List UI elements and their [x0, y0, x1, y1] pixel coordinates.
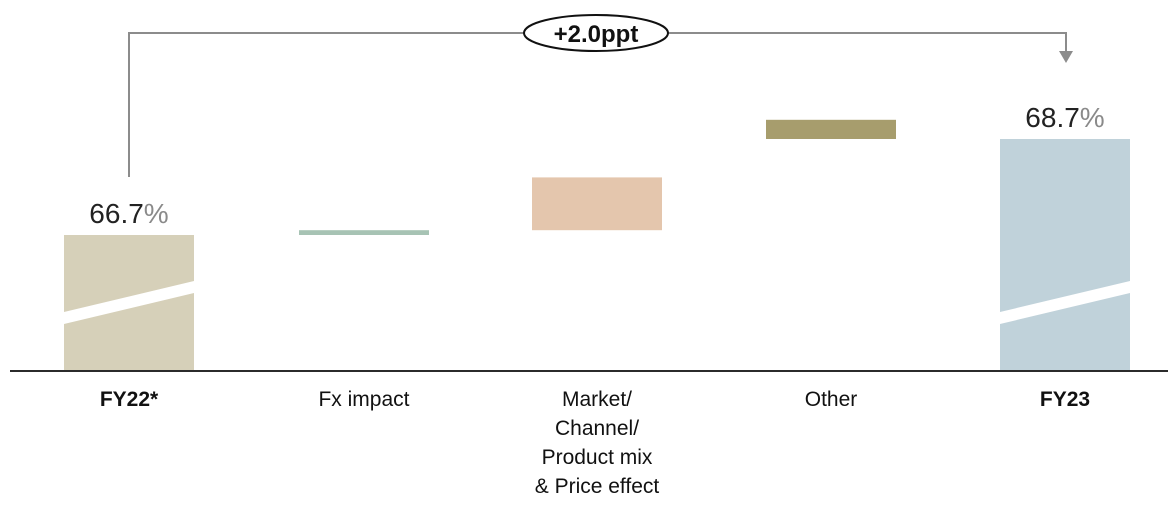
bar-4 — [1000, 139, 1130, 371]
category-label-2-line-3: & Price effect — [535, 475, 660, 498]
category-label-1-line-0: Fx impact — [318, 388, 409, 411]
bar-2 — [532, 177, 662, 231]
bridge-label-ellipse — [523, 14, 669, 52]
axis-break-mark-0 — [64, 281, 194, 324]
bar-1 — [299, 230, 429, 235]
category-label-3-line-0: Other — [805, 388, 858, 411]
value-label-4: 68.7% — [1025, 102, 1104, 133]
category-label-4-line-0: FY23 — [1040, 388, 1090, 411]
value-label-0: 66.7% — [89, 198, 168, 229]
category-label-2-line-1: Channel/ — [555, 417, 639, 440]
bridge-label: +2.0ppt — [554, 21, 639, 48]
category-label-2-line-2: Product mix — [542, 446, 653, 469]
category-label-0-line-0: FY22* — [100, 388, 159, 411]
bar-3 — [766, 119, 896, 139]
axis-break-mark-4 — [1000, 281, 1130, 324]
category-label-2-line-0: Market/ — [562, 388, 632, 411]
bridge-connector-line — [128, 32, 1067, 177]
bridge-arrow-head — [1059, 51, 1073, 63]
